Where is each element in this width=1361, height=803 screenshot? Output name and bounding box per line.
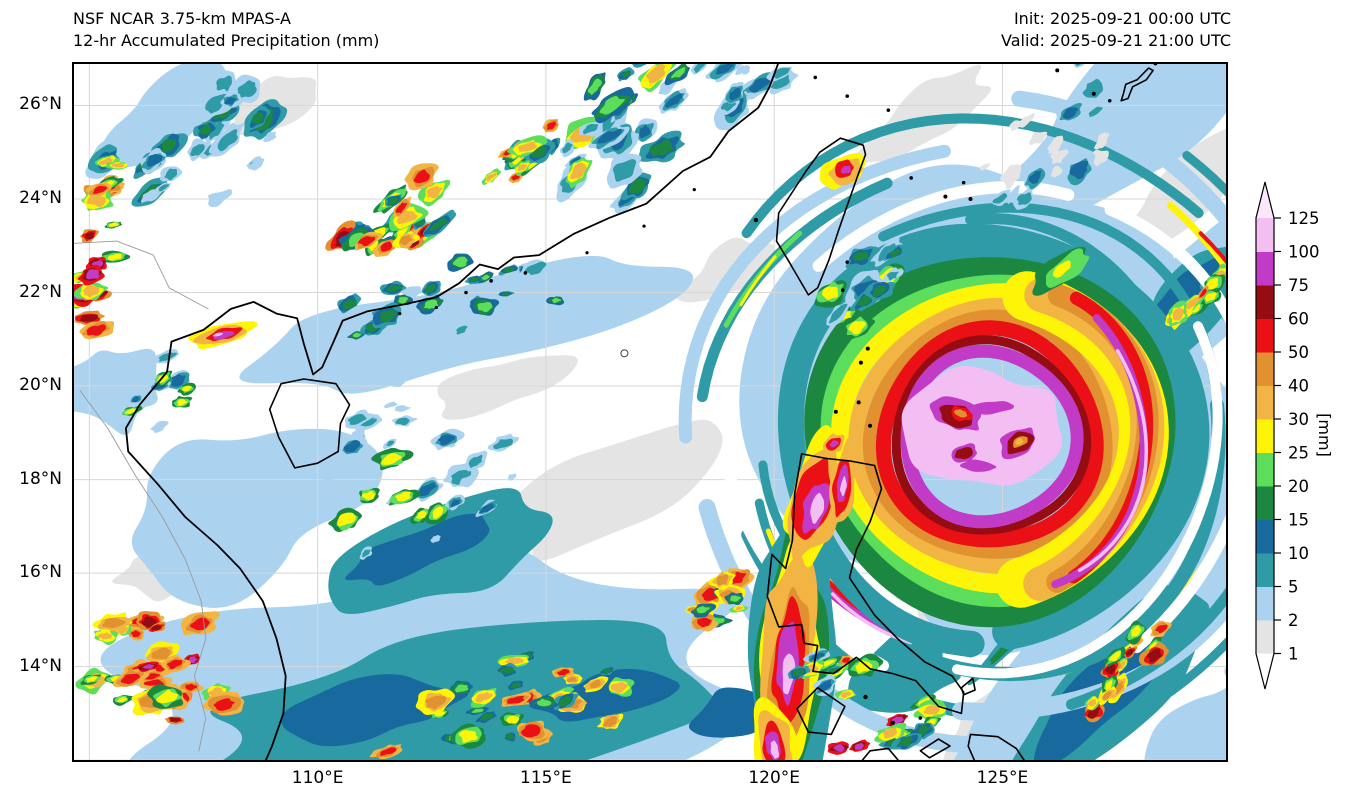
lat-tick-label: 20°N [19,375,62,396]
colorbar-tick-label: 40 [1288,377,1309,396]
colorbar-tick-label: 25 [1288,444,1309,463]
colorbar-tick-label: 30 [1288,410,1309,429]
lon-tick-label: 120°E [748,768,801,788]
colorbar-tick-label: 15 [1288,511,1309,530]
lat-tick-label: 26°N [19,94,62,115]
map-plot [72,62,1228,762]
colorbar-tick-label: 100 [1288,243,1320,262]
colorbar-tick-label: 75 [1288,276,1309,295]
colorbar-units-label: [mm] [1315,413,1334,457]
valid-time: Valid: 2025-09-21 21:00 UTC [1000,31,1231,50]
init-time: Init: 2025-09-21 00:00 UTC [1013,9,1231,28]
colorbar-tick-label: 50 [1288,343,1309,362]
time-block: Init: 2025-09-21 00:00 UTC Valid: 2025-0… [771,8,1231,52]
lat-tick-label: 14°N [19,655,62,676]
precipitation-map [72,62,1228,762]
lat-tick-label: 22°N [19,281,62,302]
lon-tick-label: 115°E [520,768,572,788]
rainband-layer [188,153,1090,762]
coastline-layer [125,62,1158,762]
colorbar-tick-label: 5 [1288,578,1299,597]
colorbar-tick-label: 20 [1288,477,1309,496]
lat-tick-label: 24°N [19,188,62,208]
lon-tick-label: 110°E [291,768,344,788]
model-title: NSF NCAR 3.75-km MPAS-A [73,9,291,28]
variable-title: 12-hr Accumulated Precipitation (mm) [73,31,380,50]
title-block: NSF NCAR 3.75-km MPAS-A 12-hr Accumulate… [73,8,379,52]
colorbar-tick-label: 10 [1288,544,1309,563]
colorbar: 1 2 5 10 15 20 25 30 40 50 60 75 100 125 [mm] [1248,178,1360,703]
lat-tick-label: 18°N [19,468,62,489]
lon-tick-label: 125°E [976,768,1029,788]
colorbar-tick-label: 60 [1288,310,1309,329]
colorbar-tick-label: 2 [1288,611,1299,630]
lat-tick-label: 16°N [19,562,62,583]
colorbar-tick-label: 125 [1288,209,1320,228]
colorbar-tick-label: 1 [1288,645,1299,664]
border-layer [72,240,209,752]
plot-frame [72,62,1228,762]
